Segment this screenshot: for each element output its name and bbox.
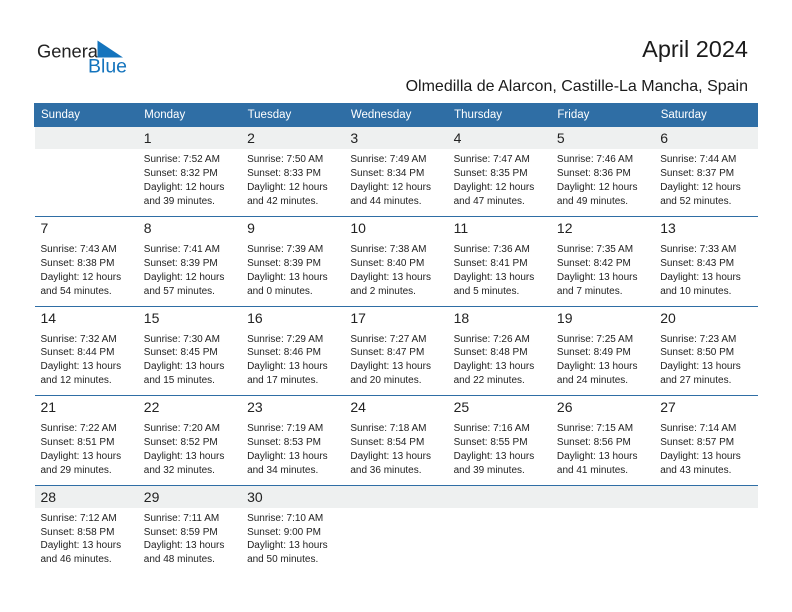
svg-text:Blue: Blue [88,56,127,78]
